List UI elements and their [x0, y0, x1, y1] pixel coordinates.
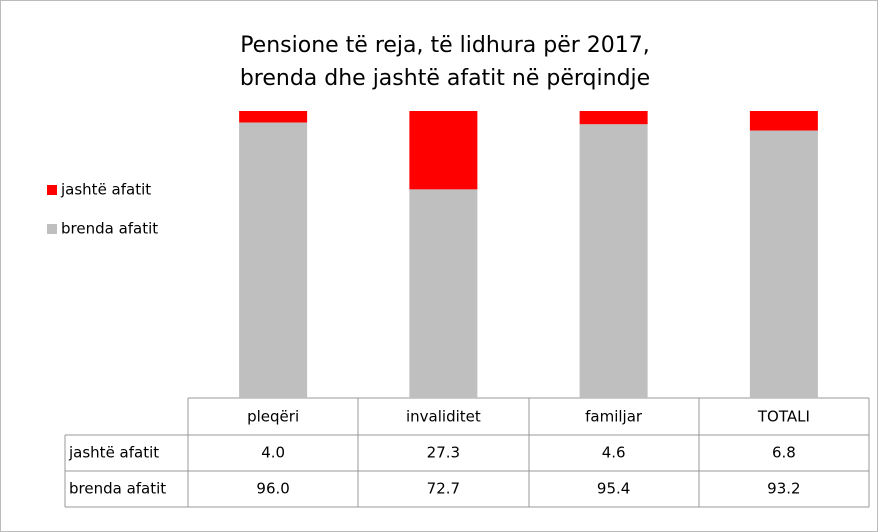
bar-segment: [749, 111, 818, 131]
bar-segment: [579, 111, 648, 125]
table-header: pleqëri: [247, 408, 299, 426]
table-header: invaliditet: [406, 408, 481, 426]
table-cell: 93.2: [767, 480, 800, 498]
table-cell: 6.8: [772, 444, 796, 462]
table-row-label: brenda afatit: [69, 480, 166, 498]
legend-swatch: [47, 224, 57, 234]
legend-label: jashtë afatit: [60, 181, 151, 199]
table-cell: 4.0: [261, 444, 285, 462]
bar-segment: [409, 189, 478, 398]
table-cell: 72.7: [427, 480, 460, 498]
table-cell: 4.6: [602, 444, 626, 462]
table-row-label: jashtë afatit: [68, 444, 159, 462]
bar-segment: [749, 130, 818, 399]
table-cell: 96.0: [256, 480, 289, 498]
table-cell: 95.4: [597, 480, 630, 498]
legend-swatch: [47, 185, 57, 195]
bar-segment: [239, 122, 308, 398]
table-cell: 27.3: [427, 444, 460, 462]
bar-segment: [579, 124, 648, 399]
table-header: familjar: [585, 408, 643, 426]
legend-label: brenda afatit: [61, 220, 158, 238]
bar-segment: [409, 111, 478, 190]
table-header: TOTALI: [757, 408, 810, 426]
bar-segment: [239, 111, 308, 123]
chart-title: brenda dhe jashtë afatit në përqindje: [240, 66, 650, 91]
chart-title: Pensione të reja, të lidhura për 2017,: [240, 33, 650, 58]
